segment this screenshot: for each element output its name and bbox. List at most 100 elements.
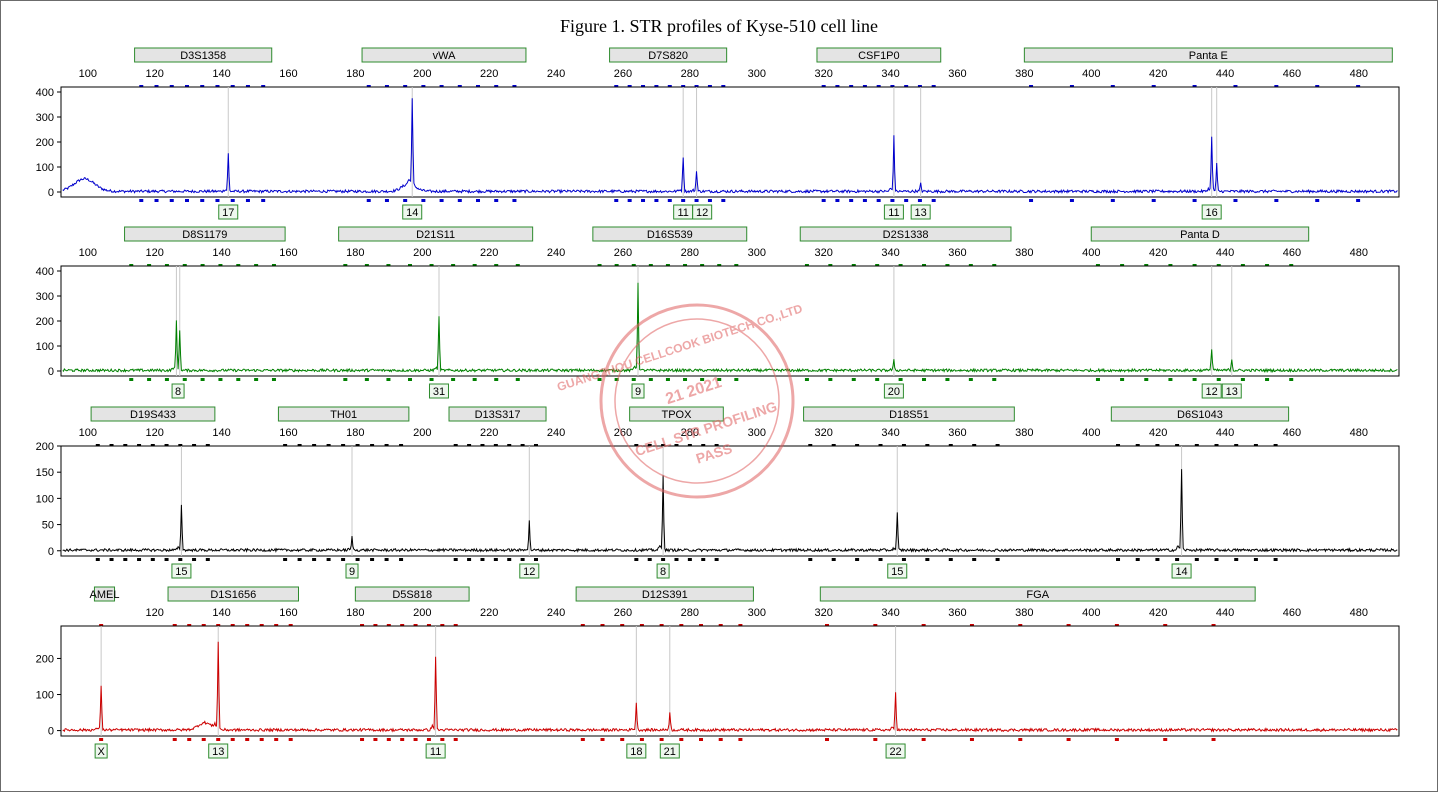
bin-marker-bottom xyxy=(494,378,499,381)
bin-marker-bottom xyxy=(109,558,114,561)
x-tick-label: 300 xyxy=(748,427,766,439)
figure-title: Figure 1. STR profiles of Kyse-510 cell … xyxy=(560,16,878,36)
bin-marker-bottom xyxy=(1289,378,1294,381)
x-tick-label: 160 xyxy=(279,68,297,80)
bin-marker-bottom xyxy=(1234,558,1239,561)
x-tick-label: 340 xyxy=(881,247,899,259)
bin-marker-bottom xyxy=(878,558,883,561)
locus-box xyxy=(90,406,216,422)
bin-marker-bottom xyxy=(384,199,389,202)
x-tick-label: 200 xyxy=(413,247,431,259)
allele-call-box xyxy=(171,383,185,399)
bin-marker-bottom xyxy=(187,738,192,741)
bin-marker-bottom xyxy=(968,378,973,381)
bin-marker-bottom xyxy=(201,738,206,741)
bin-marker-bottom xyxy=(972,558,977,561)
bin-marker-bottom xyxy=(493,558,498,561)
y-tick-label: 400 xyxy=(36,266,54,278)
bin-marker-bottom xyxy=(480,558,485,561)
x-tick-label: 100 xyxy=(79,247,97,259)
bin-marker-bottom xyxy=(1095,378,1100,381)
bin-marker-bottom xyxy=(533,558,538,561)
locus-label: D2S1338 xyxy=(883,229,929,241)
allele-call-label: X xyxy=(97,746,105,758)
bin-marker-bottom xyxy=(1029,199,1034,202)
watermark-text: 21 2021 xyxy=(664,374,724,408)
bin-marker-bottom xyxy=(1192,378,1197,381)
x-tick-label: 480 xyxy=(1350,427,1368,439)
locus-box xyxy=(361,47,527,63)
allele-call-box xyxy=(626,743,647,759)
bin-marker-bottom xyxy=(1216,378,1221,381)
allele-call-label: 20 xyxy=(888,386,900,398)
y-tick-label: 0 xyxy=(48,366,54,378)
y-tick-label: 200 xyxy=(36,137,54,149)
bin-marker-bottom xyxy=(1168,378,1173,381)
x-tick-label: 100 xyxy=(79,427,97,439)
allele-call-box xyxy=(94,743,108,759)
x-tick-label: 220 xyxy=(480,247,498,259)
signal-trace xyxy=(62,98,1398,195)
bin-marker-bottom xyxy=(1018,738,1023,741)
bin-marker-bottom xyxy=(679,738,684,741)
x-tick-label: 360 xyxy=(948,427,966,439)
locus-box xyxy=(609,47,728,63)
bin-marker-bottom xyxy=(738,738,743,741)
bin-marker-bottom xyxy=(1211,738,1216,741)
bin-marker-bottom xyxy=(192,558,197,561)
y-tick-label: 0 xyxy=(48,187,54,199)
x-tick-label: 380 xyxy=(1015,427,1033,439)
bin-marker-bottom xyxy=(665,378,670,381)
bin-marker-bottom xyxy=(694,199,699,202)
bin-marker-bottom xyxy=(992,378,997,381)
locus-box xyxy=(819,586,1256,602)
locus-box xyxy=(1090,226,1310,242)
bin-marker-bottom xyxy=(274,738,279,741)
bin-marker-bottom xyxy=(360,738,365,741)
allele-call-label: 9 xyxy=(349,566,355,578)
x-tick-label: 200 xyxy=(413,607,431,619)
bin-marker-bottom xyxy=(440,738,445,741)
x-tick-label: 440 xyxy=(1216,607,1234,619)
x-tick-label: 140 xyxy=(212,607,230,619)
bin-marker-bottom xyxy=(1116,558,1121,561)
y-tick-label: 200 xyxy=(36,316,54,328)
allele-call-box xyxy=(1201,383,1222,399)
bin-marker-bottom xyxy=(407,378,412,381)
bin-marker-bottom xyxy=(600,738,605,741)
x-tick-label: 480 xyxy=(1350,68,1368,80)
bin-marker-bottom xyxy=(1194,558,1199,561)
allele-call-label: 12 xyxy=(1206,386,1218,398)
bin-marker-bottom xyxy=(216,738,221,741)
bin-marker-bottom xyxy=(169,199,174,202)
allele-call-box xyxy=(171,563,192,579)
bin-marker-bottom xyxy=(873,738,878,741)
allele-call-label: 8 xyxy=(660,566,666,578)
locus-box xyxy=(1110,406,1290,422)
x-tick-label: 320 xyxy=(814,607,832,619)
locus-box xyxy=(93,586,116,602)
x-tick-label: 400 xyxy=(1082,68,1100,80)
locus-box xyxy=(167,586,299,602)
allele-call-box xyxy=(656,563,670,579)
locus-label: TH01 xyxy=(330,409,357,421)
bin-marker-bottom xyxy=(472,378,477,381)
bin-marker-bottom xyxy=(580,738,585,741)
x-tick-label: 260 xyxy=(614,607,632,619)
allele-call-label: 12 xyxy=(523,566,535,578)
bin-marker-bottom xyxy=(245,199,250,202)
locus-label: D13S317 xyxy=(475,409,521,421)
bin-marker-bottom xyxy=(948,558,953,561)
bin-marker-bottom xyxy=(876,199,881,202)
bin-marker-bottom xyxy=(945,378,950,381)
allele-call-box xyxy=(1201,204,1222,220)
y-tick-label: 300 xyxy=(36,291,54,303)
bin-marker-bottom xyxy=(922,378,927,381)
bin-marker-bottom xyxy=(164,378,169,381)
locus-box xyxy=(629,406,724,422)
x-tick-label: 360 xyxy=(948,247,966,259)
panel-3: D19S433 TH01 D13S317 TPOX D18S51 D6S1043 100 12… xyxy=(36,406,1400,579)
locus-label: D8S1179 xyxy=(182,229,227,241)
bin-marker-bottom xyxy=(355,558,360,561)
